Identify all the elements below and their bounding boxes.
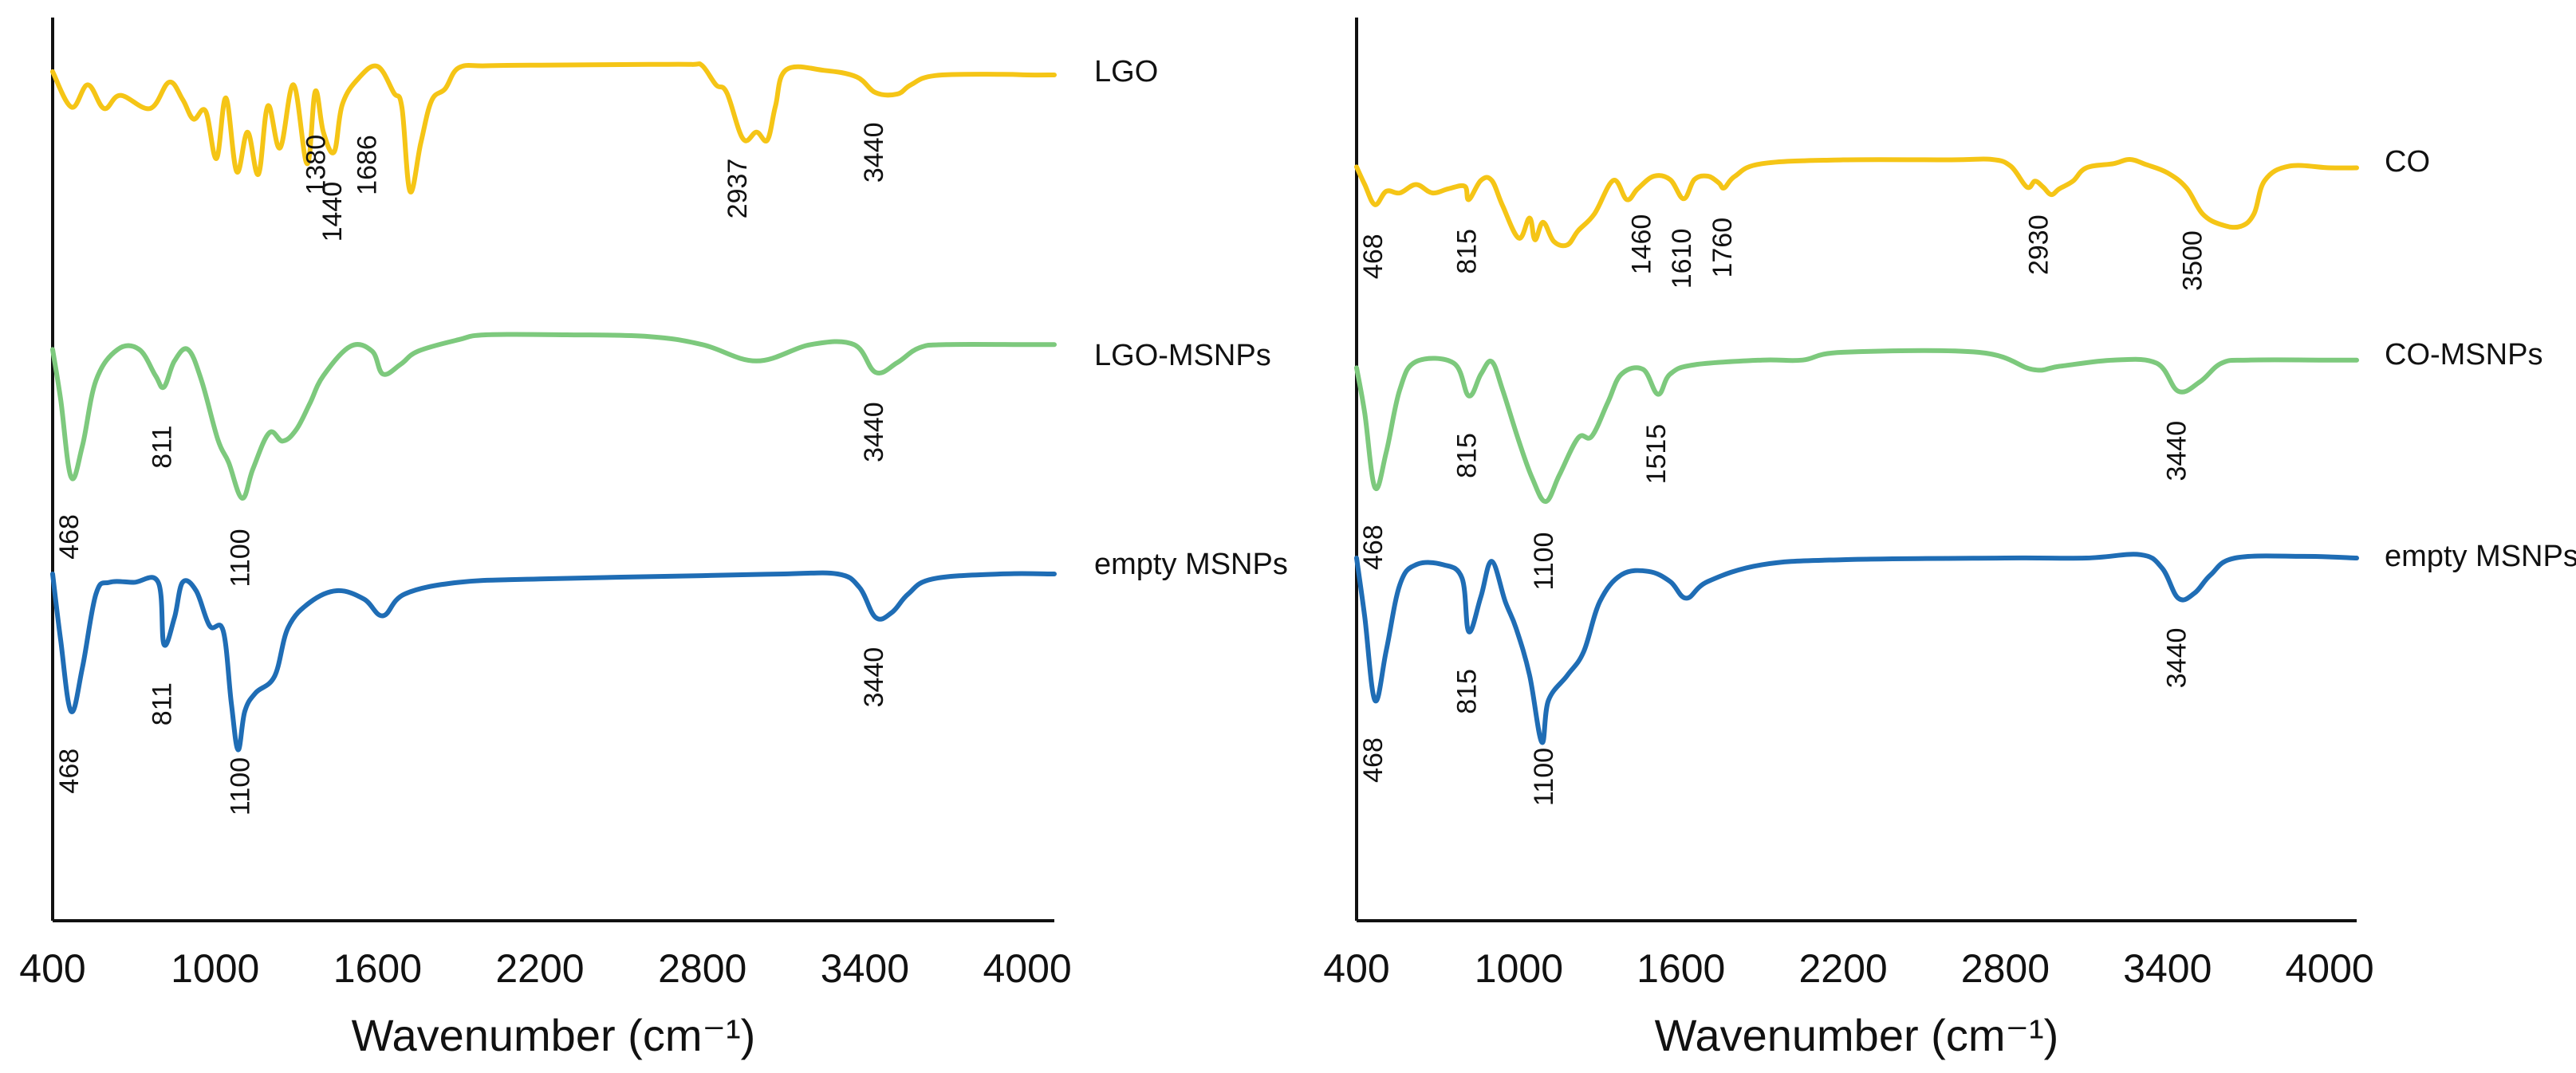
right-series-labels: CO CO-MSNPs empty MSNPs — [2385, 145, 2576, 573]
peak-label-2930: 2930 — [2023, 214, 2054, 275]
peak-label-811: 811 — [147, 425, 177, 468]
peak-label-3500: 3500 — [2178, 230, 2208, 291]
series-line-lgo-msnps — [50, 332, 1057, 501]
peak-label-468: 468 — [1358, 234, 1388, 279]
peak-label-3440: 3440 — [859, 402, 889, 462]
left-curves — [50, 61, 1057, 753]
series-line-lgo — [50, 61, 1057, 195]
series-line-empty-msnps — [50, 570, 1057, 753]
x-tick-label-400: 400 — [1323, 946, 1389, 991]
peak-label-1380: 1380 — [301, 135, 332, 195]
peak-label-468: 468 — [1358, 525, 1388, 570]
peak-label-815: 815 — [1452, 229, 1483, 274]
x-tick-label-400: 400 — [19, 946, 85, 991]
x-tick-label-4000: 4000 — [2285, 946, 2373, 991]
x-tick-label-1600: 1600 — [1637, 946, 1725, 991]
peak-label-811: 811 — [147, 682, 177, 725]
peak-label-1100: 1100 — [226, 757, 256, 816]
peak-label-1100: 1100 — [226, 529, 256, 587]
peak-label-3440: 3440 — [2161, 421, 2192, 481]
peak-label-468: 468 — [54, 514, 85, 560]
peak-label-1440: 1440 — [317, 182, 348, 242]
series-line-empty-msnps — [1354, 552, 2359, 745]
peak-label-1686: 1686 — [352, 135, 382, 195]
peak-label-3440: 3440 — [2161, 628, 2192, 689]
x-tick-label-1000: 1000 — [1475, 946, 1563, 991]
peak-label-1100: 1100 — [1529, 533, 1559, 591]
series-label-lgo: LGO — [1094, 55, 1158, 88]
peak-label-815: 815 — [1452, 433, 1483, 478]
x-tick-label-2200: 2200 — [1798, 946, 1887, 991]
x-tick-label-2800: 2800 — [1961, 946, 2050, 991]
left-x-axis-label: Wavenumber (cm⁻¹) — [352, 1010, 756, 1060]
peak-label-3440: 3440 — [859, 647, 889, 708]
series-label-empty-msnps: empty MSNPs — [2385, 540, 2576, 573]
peak-label-468: 468 — [1358, 737, 1388, 783]
x-tick-label-3400: 3400 — [2123, 946, 2212, 991]
series-line-co — [1354, 156, 2359, 249]
x-tick-label-2800: 2800 — [658, 946, 746, 991]
right-peak-labels: 468 815 1460 1610 1760 2930 3500 468 815 1100 1515… — [1358, 214, 2208, 806]
left-x-ticks: 400 1000 1600 2200 2800 3400 4000 — [19, 946, 1071, 991]
peak-label-1515: 1515 — [1641, 424, 1672, 485]
series-label-co-msnps: CO-MSNPs — [2385, 338, 2543, 371]
x-tick-label-4000: 4000 — [983, 946, 1071, 991]
right-panel-co: 400 1000 1600 2200 2800 3400 4000 468 815 1460 16… — [1323, 18, 2576, 1060]
left-series-labels: LGO LGO-MSNPs empty MSNPs — [1094, 55, 1288, 581]
x-tick-label-2200: 2200 — [495, 946, 584, 991]
series-label-lgo-msnps: LGO-MSNPs — [1094, 339, 1271, 372]
peak-label-3440: 3440 — [859, 122, 889, 183]
peak-label-815: 815 — [1452, 669, 1483, 714]
peak-label-1460: 1460 — [1626, 214, 1656, 275]
peak-label-2937: 2937 — [723, 159, 753, 219]
series-label-co: CO — [2385, 145, 2430, 179]
peak-label-468: 468 — [54, 749, 85, 794]
peak-label-1760: 1760 — [1707, 218, 1738, 278]
right-x-ticks: 400 1000 1600 2200 2800 3400 4000 — [1323, 946, 2373, 991]
series-line-co-msnps — [1354, 348, 2359, 505]
peak-label-1610: 1610 — [1667, 229, 1697, 289]
x-tick-label-1600: 1600 — [333, 946, 422, 991]
left-panel-lgo: 400 1000 1600 2200 2800 3400 4000 138014401686… — [19, 18, 1288, 1060]
right-x-axis-label: Wavenumber (cm⁻¹) — [1655, 1010, 2059, 1060]
peak-label-1100: 1100 — [1529, 748, 1559, 806]
x-tick-label-3400: 3400 — [821, 946, 909, 991]
series-label-empty-msnps: empty MSNPs — [1094, 548, 1288, 581]
right-curves — [1354, 156, 2359, 745]
x-tick-label-1000: 1000 — [171, 946, 259, 991]
